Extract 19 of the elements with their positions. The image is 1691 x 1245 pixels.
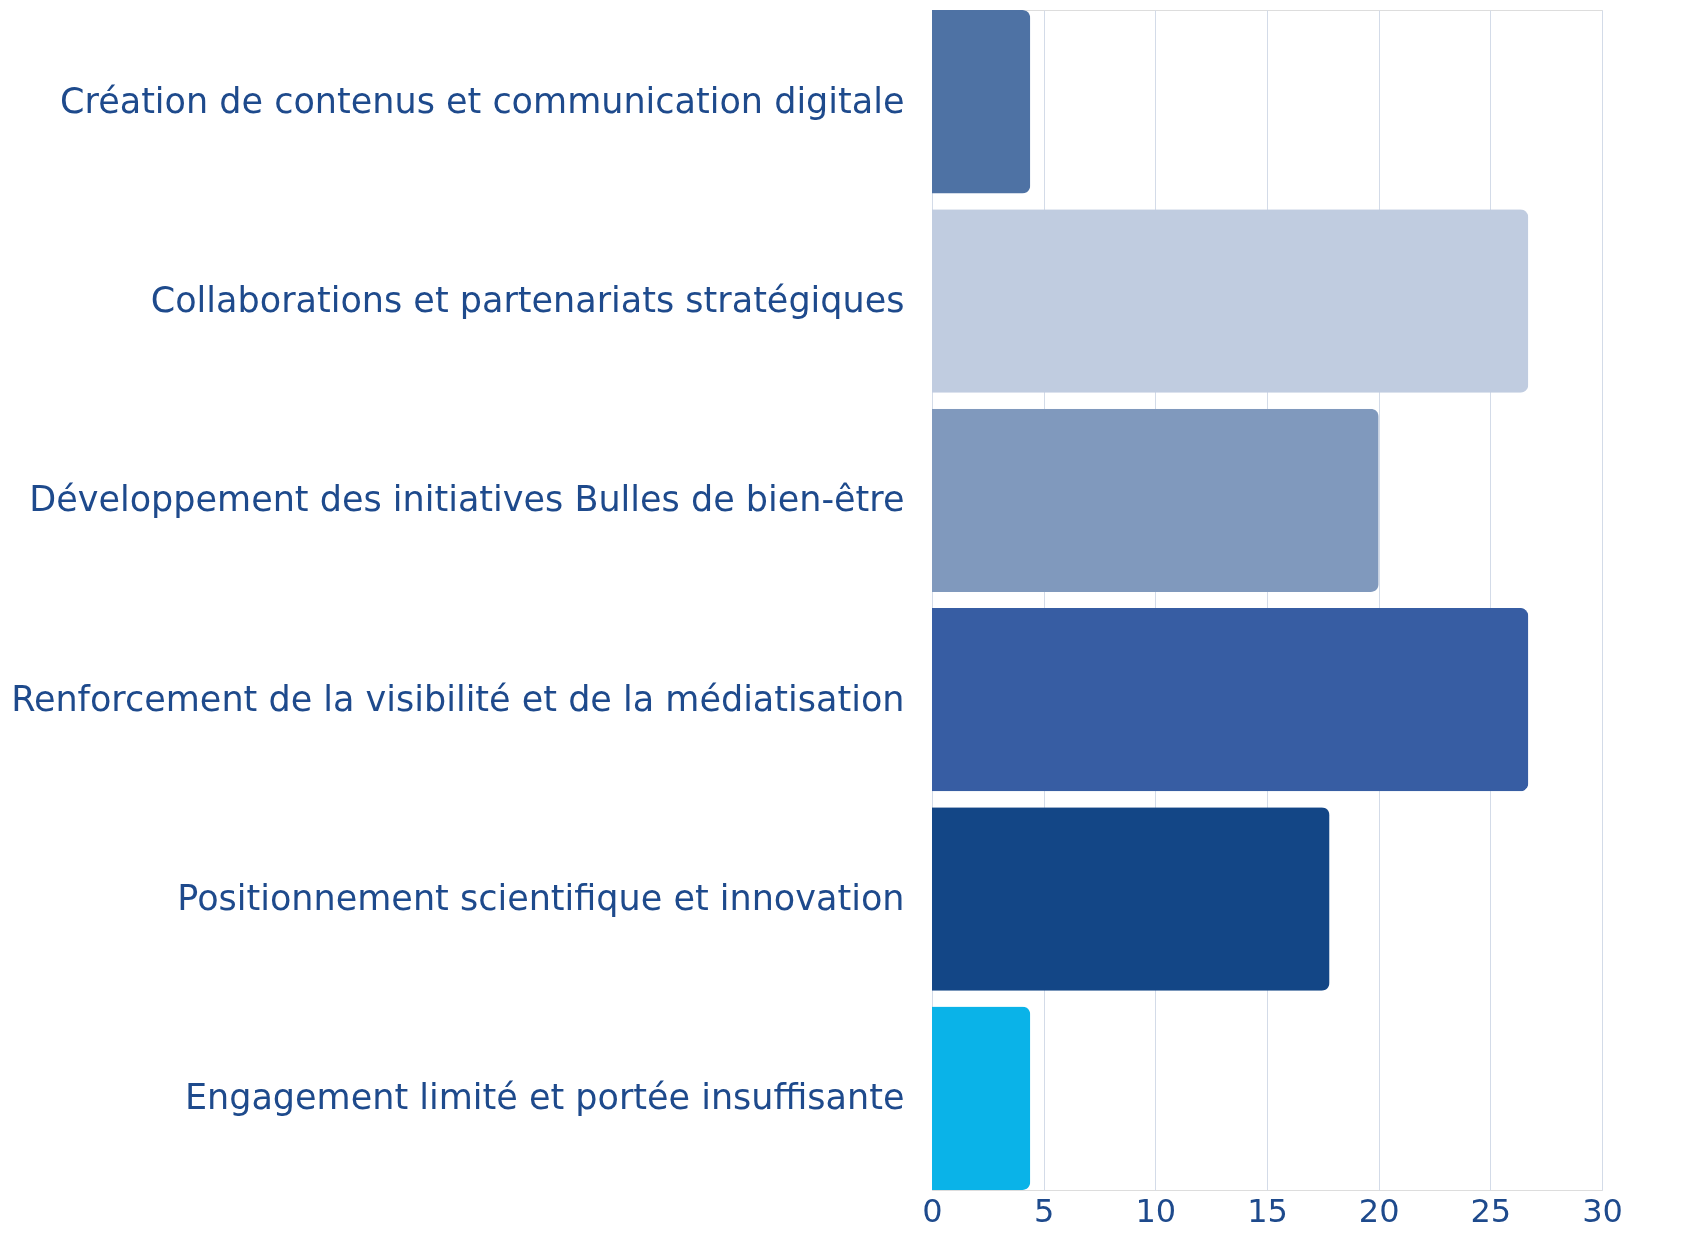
bar [932,1006,1031,1190]
y-tick-label: Collaborations et partenariats stratégiques [150,280,905,321]
y-tick-label: Renforcement de la visibilité et de la médiatisation [11,678,905,719]
x-tick-label: 0 [922,1191,943,1230]
y-tick-label: Création de contenus et communication digitale [60,80,905,121]
y-tick-label: Développement des initiatives Bulles de bien-être [29,479,905,520]
x-tick-label: 20 [1358,1191,1400,1230]
y-tick-label: Engagement limité et portée insuffisante [184,1077,905,1118]
x-tick-label: 15 [1247,1191,1288,1230]
bar [932,209,1529,393]
x-tick-label: 10 [1135,1191,1177,1230]
bar [932,807,1330,991]
x-tick-label: 25 [1470,1191,1512,1230]
bar [932,10,1031,194]
x-tick-label: 5 [1033,1191,1055,1230]
bar [932,607,1529,792]
x-tick-label: 30 [1582,1191,1623,1230]
bar [932,408,1379,593]
y-tick-label: Positionnement scientifique et innovation [177,877,905,918]
